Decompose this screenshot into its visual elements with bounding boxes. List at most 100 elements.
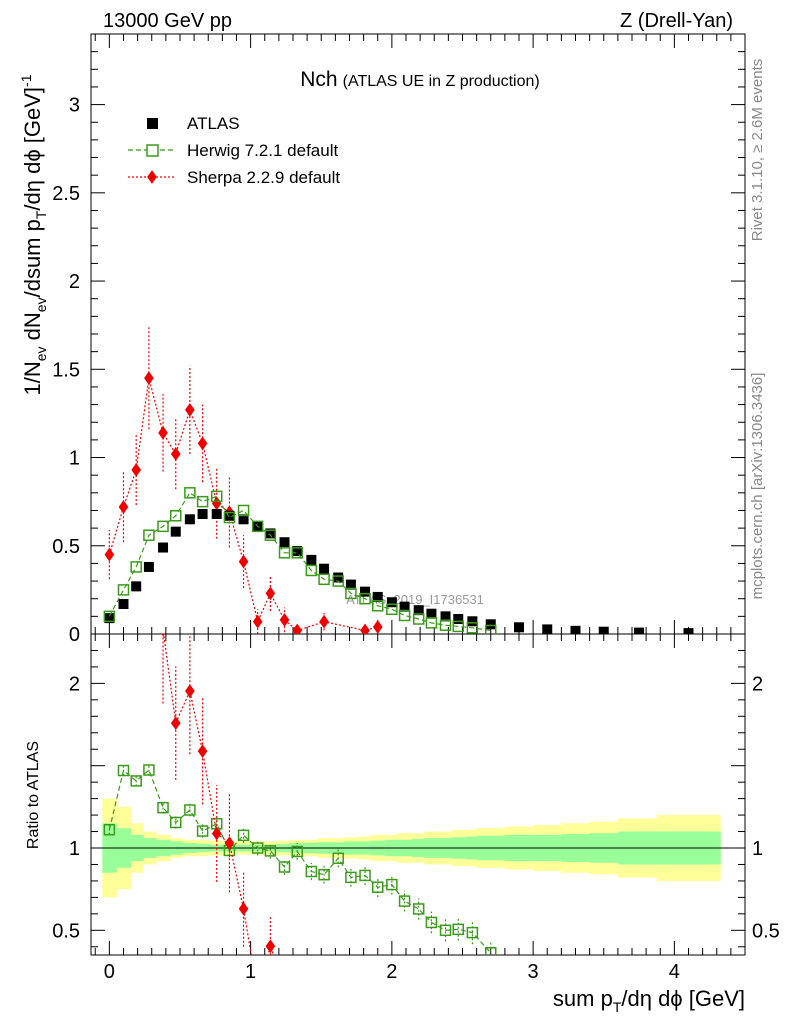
herwig-ratio-point xyxy=(484,947,497,955)
atlas-point xyxy=(143,561,154,572)
herwig-point xyxy=(264,529,277,541)
herwig-ratio-point xyxy=(251,842,264,854)
atlas-point xyxy=(158,542,169,553)
atlas-point xyxy=(238,514,249,525)
atlas-point xyxy=(306,554,317,565)
herwig-point xyxy=(251,520,264,533)
herwig-point xyxy=(170,510,182,522)
atlas-point xyxy=(467,616,478,627)
herwig-point xyxy=(412,613,425,625)
herwig-ratio-point xyxy=(452,923,465,936)
herwig-point xyxy=(130,561,142,573)
herwig-ratio-point xyxy=(398,895,411,907)
legend-herwig-marker xyxy=(146,144,159,157)
plot-title-main: Nch xyxy=(300,68,337,91)
herwig-point xyxy=(345,587,357,600)
header-left: 13000 GeV pp xyxy=(103,10,232,32)
herwig-point xyxy=(278,547,291,559)
sherpa-ratio-point xyxy=(238,901,249,916)
atlas-point xyxy=(118,599,129,609)
sherpa-point xyxy=(158,425,168,440)
y-ticks-main xyxy=(91,33,745,635)
sherpa-point xyxy=(319,614,329,629)
herwig-point xyxy=(143,529,155,541)
atlas-point xyxy=(542,624,553,634)
herwig-ratio-point xyxy=(170,816,182,829)
series-sherpa xyxy=(104,326,383,634)
atlas-point xyxy=(513,622,524,633)
herwig-ratio-point xyxy=(196,825,209,837)
herwig-ratio-point xyxy=(305,865,318,878)
y-tick-label: 2.5 xyxy=(52,183,80,205)
legend: ATLAS Herwig 7.2.1 default Sherpa 2.2.9 de… xyxy=(128,114,340,187)
rivet-note: Rivet 3.1.10, ≥ 2.6M events xyxy=(749,59,766,242)
sherpa-point xyxy=(118,500,129,514)
herwig-point xyxy=(371,600,384,612)
sherpa-point xyxy=(170,447,181,461)
series-atlas xyxy=(104,509,694,634)
sherpa-point xyxy=(372,620,383,634)
plot-title: Nch (ATLAS UE in Z production) xyxy=(300,68,539,91)
sherpa-ratio-point xyxy=(197,744,208,759)
herwig-ratio-point xyxy=(386,878,398,891)
y-axis-title-part: /dsum p xyxy=(20,219,45,297)
atlas-point xyxy=(184,514,195,525)
sherpa-ratio-line xyxy=(163,634,275,955)
herwig-ratio-point xyxy=(318,868,330,881)
y-tick-label: 0 xyxy=(69,624,80,646)
atlas-point xyxy=(683,628,694,634)
herwig-point xyxy=(439,619,452,631)
atlas-point xyxy=(413,605,424,616)
herwig-ratio-point xyxy=(103,823,116,836)
sherpa-ratio-point xyxy=(361,993,369,1005)
sherpa-point xyxy=(197,436,208,451)
atlas-point xyxy=(319,563,330,574)
atlas-point xyxy=(265,528,276,539)
header-right: Z (Drell-Yan) xyxy=(620,10,733,32)
herwig-line xyxy=(108,491,491,632)
sherpa-ratio-point xyxy=(161,634,165,637)
y-tick-label: 0.5 xyxy=(52,536,80,558)
ratio-y-axis-title: Ratio to ATLAS xyxy=(25,741,42,849)
herwig-ratio-point xyxy=(466,926,479,939)
y-tick-label: 1 xyxy=(69,448,80,470)
ratio-y-tick-label-left: 0.5 xyxy=(52,920,80,942)
sherpa-point xyxy=(131,463,142,477)
herwig-ratio-point xyxy=(157,801,169,814)
herwig-ratio-point xyxy=(130,775,142,787)
herwig-point xyxy=(223,511,236,524)
x-axis-title-part: T xyxy=(613,999,622,1015)
herwig-ratio-point xyxy=(291,845,303,858)
herwig-point xyxy=(452,620,465,633)
herwig-point xyxy=(291,547,303,559)
ratio-series xyxy=(103,309,497,1005)
y-axis-title-part: ev xyxy=(33,346,49,361)
sherpa-point xyxy=(279,613,290,627)
sherpa-point xyxy=(292,623,303,634)
herwig-point xyxy=(332,575,344,587)
x-axis-title-part: sum p xyxy=(553,986,613,1011)
atlas-point xyxy=(211,509,222,519)
y-tick-label: 2 xyxy=(69,271,80,293)
atlas-point xyxy=(598,626,609,634)
sherpa-point xyxy=(211,496,222,511)
atlas-point xyxy=(333,572,344,583)
atlas-point xyxy=(345,579,356,590)
sherpa-ratio-point xyxy=(224,836,235,850)
atlas-point xyxy=(360,586,371,597)
sherpa-line xyxy=(108,377,378,632)
sherpa-point xyxy=(238,554,249,569)
atlas-point xyxy=(386,597,397,608)
legend-sherpa-label: Sherpa 2.2.9 default xyxy=(187,168,340,187)
herwig-point xyxy=(466,622,479,634)
sherpa-ratio-point xyxy=(211,826,222,841)
herwig-ratio-point xyxy=(184,804,196,816)
x-axis-title-part: /dη dϕ [GeV] xyxy=(621,986,745,1011)
sherpa-point xyxy=(265,586,276,601)
herwig-point xyxy=(425,617,438,629)
herwig-point xyxy=(237,504,250,517)
ratio-y-tick-label-right: 0.5 xyxy=(752,920,780,942)
sherpa-ratio-point xyxy=(320,975,328,987)
herwig-point xyxy=(210,490,223,503)
sherpa-ratio-point xyxy=(119,309,127,321)
